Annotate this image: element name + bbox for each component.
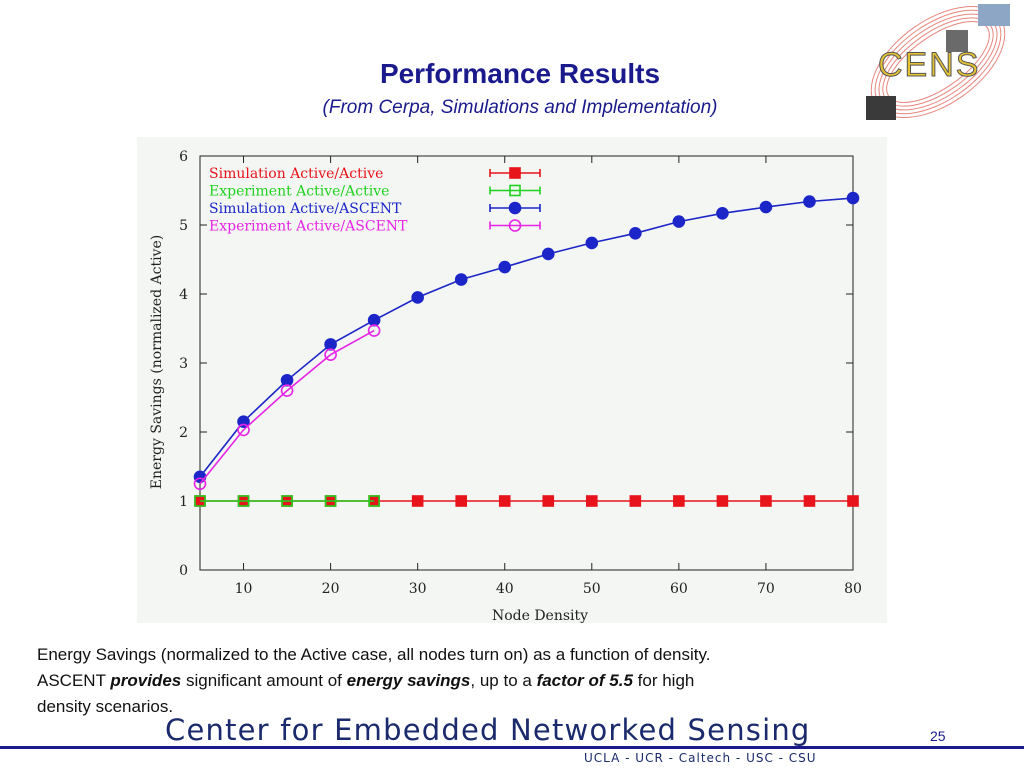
data-point bbox=[194, 495, 206, 507]
data-point bbox=[629, 226, 642, 240]
caption-text-1: ASCENT bbox=[37, 671, 111, 690]
data-point bbox=[759, 200, 773, 214]
chart: 0 1 2 3 4 5 6 10 20 30 40 50 60 70 80 Simulation Activ… bbox=[137, 137, 887, 623]
y-tick-label: 6 bbox=[179, 149, 188, 165]
legend-marker bbox=[509, 184, 521, 197]
slide-title: Performance Results bbox=[379, 58, 661, 89]
legend-marker bbox=[509, 167, 521, 179]
y-axis-title: Energy Savings (normalized Active) bbox=[149, 235, 165, 489]
data-point bbox=[803, 195, 816, 208]
series-line bbox=[199, 329, 375, 485]
legend-marker bbox=[508, 219, 522, 232]
data-point bbox=[368, 495, 380, 507]
chart-svg: 0 1 2 3 4 5 6 10 20 30 40 50 60 70 80 Simulation Activ… bbox=[149, 149, 862, 623]
legend-label: Simulation Active/Active bbox=[209, 166, 383, 182]
data-point bbox=[367, 313, 381, 327]
data-point bbox=[411, 495, 424, 507]
slide-subtitle: (From Cerpa, Simulations and Implementat… bbox=[322, 97, 718, 118]
data-point bbox=[324, 338, 337, 351]
x-tick-label: 40 bbox=[496, 581, 514, 597]
x-tick-label: 30 bbox=[409, 581, 427, 597]
data-point bbox=[454, 273, 468, 286]
caption: Energy Savings (normalized to the Active… bbox=[37, 642, 977, 720]
caption-emphasis-1: provides bbox=[110, 671, 182, 690]
data-point bbox=[629, 495, 642, 507]
data-point bbox=[367, 324, 381, 337]
series-3 bbox=[193, 191, 860, 484]
x-tick-label: 50 bbox=[583, 581, 601, 597]
data-point bbox=[716, 206, 729, 220]
caption-line-2: ASCENT provides significant amount of en… bbox=[37, 668, 977, 694]
data-point bbox=[455, 495, 468, 507]
footer-center-name: Center for Embedded Networked Sensing bbox=[165, 713, 811, 747]
data-point bbox=[324, 495, 337, 507]
data-point bbox=[541, 247, 555, 261]
data-point bbox=[847, 495, 859, 507]
data-point bbox=[411, 291, 424, 304]
y-tick-label: 5 bbox=[179, 218, 188, 234]
caption-text-3: , up to a bbox=[470, 671, 537, 690]
data-point bbox=[281, 495, 293, 507]
data-point bbox=[498, 260, 512, 274]
data-point bbox=[324, 348, 337, 362]
series-2 bbox=[194, 495, 380, 507]
series-line bbox=[199, 197, 854, 478]
caption-line-1: Energy Savings (normalized to the Active… bbox=[37, 645, 711, 664]
y-tick-label: 0 bbox=[179, 563, 188, 579]
y-tick-label: 4 bbox=[179, 287, 188, 303]
x-tick-label: 60 bbox=[670, 581, 688, 597]
legend-label: Experiment Active/Active bbox=[209, 184, 389, 200]
data-point bbox=[498, 495, 511, 507]
legend-marker bbox=[508, 201, 522, 215]
caption-text-4: for high bbox=[632, 671, 695, 690]
data-point bbox=[846, 191, 860, 205]
caption-text-2: significant amount of bbox=[181, 671, 347, 690]
data-point bbox=[716, 495, 729, 507]
data-point bbox=[237, 423, 250, 437]
x-axis-title: Node Density bbox=[492, 608, 588, 623]
footer-institutions: UCLA - UCR - Caltech - USC - CSU bbox=[584, 751, 817, 765]
caption-line-3: density scenarios. bbox=[37, 697, 174, 716]
data-point bbox=[673, 495, 685, 507]
y-tick-label: 1 bbox=[179, 494, 188, 510]
cens-logo: CENS bbox=[866, 4, 1010, 120]
legend-label: Experiment Active/ASCENT bbox=[209, 219, 408, 235]
x-tick-label: 80 bbox=[844, 581, 862, 597]
data-point bbox=[237, 495, 250, 507]
legend-label: Simulation Active/ASCENT bbox=[209, 201, 402, 217]
data-point bbox=[760, 495, 772, 507]
caption-emphasis-3: factor of 5.5 bbox=[536, 671, 633, 690]
series-4 bbox=[193, 324, 381, 491]
data-point bbox=[280, 373, 294, 387]
x-tick-label: 20 bbox=[322, 581, 340, 597]
x-tick-label: 70 bbox=[757, 581, 775, 597]
y-tick-label: 2 bbox=[179, 425, 188, 441]
data-point bbox=[585, 495, 598, 507]
data-point bbox=[193, 477, 207, 491]
y-tick-label: 3 bbox=[179, 356, 188, 372]
data-point bbox=[542, 495, 555, 507]
data-point bbox=[803, 495, 816, 507]
footer-divider bbox=[0, 746, 1024, 749]
data-point bbox=[280, 384, 294, 397]
data-point bbox=[672, 215, 686, 228]
caption-emphasis-2: energy savings bbox=[346, 671, 471, 690]
logo-text: CENS bbox=[878, 46, 980, 84]
data-point bbox=[585, 236, 599, 250]
page-number: 25 bbox=[930, 728, 946, 744]
x-tick-label: 10 bbox=[235, 581, 253, 597]
